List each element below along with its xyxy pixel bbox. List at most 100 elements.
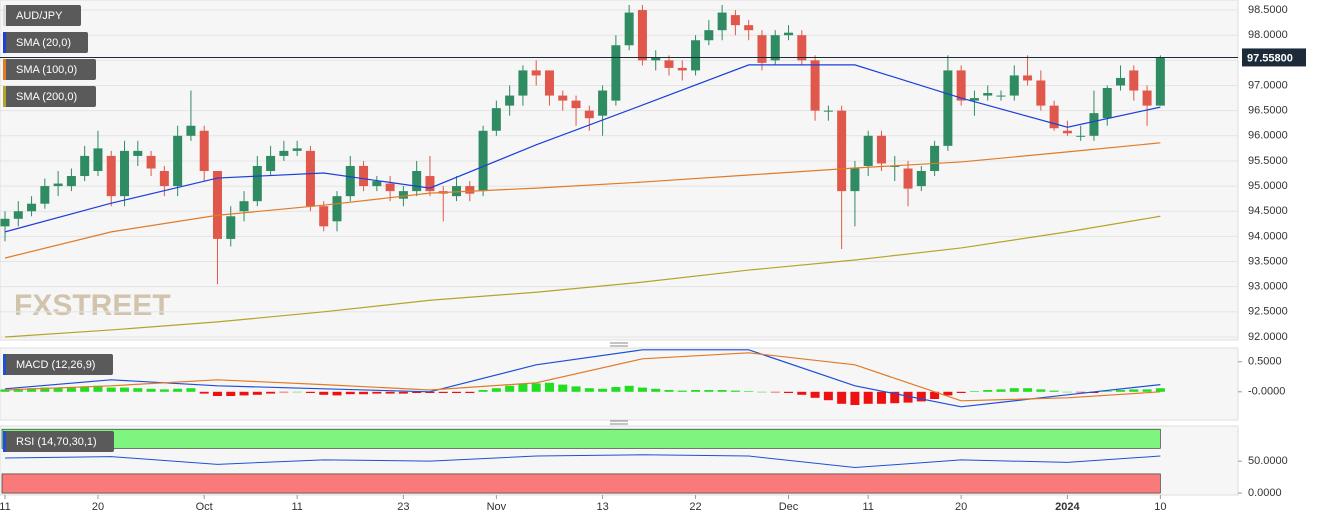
histogram-bar	[27, 388, 37, 392]
candle-body	[452, 186, 462, 197]
histogram-bar	[983, 390, 993, 392]
candle-body	[1076, 135, 1086, 137]
candle-body	[691, 40, 701, 71]
candle-body	[159, 171, 169, 187]
histogram-bar	[611, 387, 621, 392]
histogram-bar	[930, 391, 940, 399]
candle-body	[385, 183, 395, 192]
macd-panel	[0, 347, 1239, 421]
histogram-bar	[1076, 391, 1086, 393]
histogram-bar	[558, 384, 568, 392]
candle-body	[412, 171, 422, 192]
histogram-bar	[651, 388, 661, 392]
y-tick-label: 50.0000	[1248, 455, 1288, 467]
legend-box	[3, 59, 96, 80]
histogram-bar	[491, 388, 501, 392]
x-tick-label: 20	[92, 501, 104, 513]
x-tick-label: 20	[955, 501, 967, 513]
legend-item: SMA (200,0)	[3, 86, 96, 107]
histogram-bar	[797, 391, 807, 395]
candle-body	[664, 60, 674, 68]
candle-body	[1036, 80, 1046, 106]
candle-body	[27, 203, 37, 212]
candle-body	[398, 191, 408, 199]
watermark: FXSTREET	[14, 289, 171, 322]
histogram-bar	[637, 387, 647, 392]
histogram-bar	[531, 383, 541, 392]
histogram-bar	[784, 391, 794, 393]
candle-body	[876, 135, 886, 164]
candle-body	[1049, 105, 1059, 129]
candle-body	[491, 108, 501, 131]
plot-layer: 92.0000 92.5000 93.0000 93.5000 94.0000 94.50…	[0, 4, 1306, 513]
candle-body	[425, 176, 435, 192]
candle-body	[199, 130, 209, 172]
histogram-bar	[0, 389, 10, 392]
histogram-bar	[478, 390, 488, 392]
candle-body	[651, 57, 661, 61]
candle-body	[305, 150, 315, 207]
histogram-bar	[66, 387, 76, 392]
candle-body	[837, 110, 847, 192]
candle-body	[1009, 75, 1019, 96]
histogram-bar	[80, 386, 90, 392]
histogram-bar	[598, 388, 608, 392]
candle-body	[637, 10, 647, 61]
histogram-bar	[133, 388, 143, 392]
candle-body	[332, 196, 342, 222]
legend-item: SMA (20,0)	[3, 32, 88, 53]
y-tick-label: 93.5000	[1248, 255, 1288, 267]
legend-swatch	[3, 354, 6, 375]
macd-line	[4, 349, 1161, 408]
x-tick-label: Dec	[779, 501, 799, 513]
histogram-bar	[398, 391, 408, 394]
y-tick-label: 98.0000	[1248, 29, 1288, 41]
candle-body	[1062, 130, 1072, 134]
candle-body	[0, 218, 10, 227]
candle-body	[797, 35, 807, 61]
histogram-bar	[226, 391, 236, 396]
histogram-bar	[691, 390, 701, 392]
histogram-bar	[876, 391, 886, 404]
histogram-bar	[996, 389, 1006, 392]
last-price-label: 97.55800	[1247, 52, 1293, 64]
candle-body	[279, 150, 289, 156]
candle-body	[903, 168, 913, 189]
y-tick-label: 0.5000	[1248, 356, 1282, 368]
x-tick-label: 10	[1154, 501, 1166, 513]
x-tick-label: 11	[0, 501, 11, 513]
histogram-bar	[744, 391, 754, 392]
candle-body	[345, 165, 355, 197]
histogram-bar	[359, 391, 369, 395]
candle-body	[66, 176, 76, 187]
histogram-bar	[438, 391, 448, 393]
candle-body	[943, 70, 953, 146]
candle-body	[212, 171, 222, 239]
histogram-bar	[319, 391, 329, 395]
histogram-bar	[969, 391, 979, 392]
candle-body	[1129, 70, 1139, 91]
histogram-bar	[544, 382, 554, 392]
sma-line	[4, 142, 1161, 259]
candle-body	[120, 150, 130, 197]
histogram-bar	[584, 388, 594, 392]
histogram-bar	[1155, 388, 1165, 392]
candle-body	[478, 130, 488, 192]
histogram-bar	[199, 391, 209, 394]
histogram-bar	[837, 391, 847, 404]
rsi-zone	[1, 428, 1161, 449]
candle-body	[319, 206, 329, 227]
candle-body	[770, 35, 780, 61]
x-tick-label: 22	[689, 501, 701, 513]
candle-body	[226, 216, 236, 239]
histogram-bar	[1116, 390, 1126, 392]
candle-body	[677, 67, 687, 71]
candle-body	[916, 171, 926, 187]
histogram-bar	[1023, 388, 1033, 392]
candle-body	[372, 181, 382, 187]
candle-body	[930, 145, 940, 172]
candle-body	[571, 100, 581, 109]
legend-label: SMA (100,0)	[16, 64, 77, 76]
legend-item: RSI (14,70,30,1)	[3, 431, 114, 452]
candle-body	[146, 155, 156, 169]
